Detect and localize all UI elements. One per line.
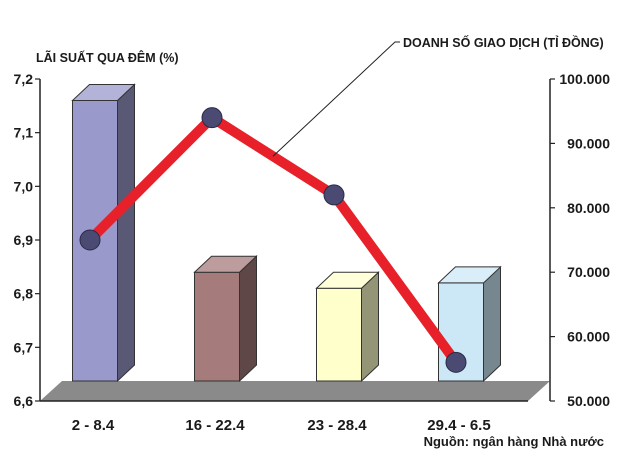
bar: [315, 271, 380, 383]
bar: [193, 255, 258, 383]
left-tick-label: 6,6: [14, 393, 34, 409]
right-tick-label: 90.000: [567, 135, 610, 151]
category-label: 2 - 8.4: [72, 417, 115, 434]
left-tick-label: 7,2: [14, 71, 34, 87]
right-tick-label: 60.000: [567, 329, 610, 345]
right-axis-title: DOANH SỐ GIAO DỊCH (TỈ ĐỒNG): [403, 35, 604, 50]
sales-point: [445, 351, 467, 373]
chart-floor: [40, 381, 550, 401]
left-tick-label: 7,1: [14, 125, 34, 141]
sales-line: [85, 112, 461, 368]
left-tick-label: 7,0: [14, 178, 34, 194]
left-axis-title: LÃI SUẤT QUA ĐÊM (%): [36, 50, 179, 65]
bar-top-face: [437, 266, 502, 284]
bar-top-face: [193, 255, 258, 273]
source-note: Nguồn: ngân hàng Nhà nước: [424, 434, 604, 449]
sales-point: [201, 107, 223, 129]
bar-side-face: [239, 255, 257, 383]
bar-top-face: [71, 83, 136, 101]
category-label: 16 - 22.4: [185, 417, 245, 434]
category-label: 29.4 - 6.5: [427, 417, 490, 434]
bar-side-face: [361, 271, 379, 383]
left-tick-label: 6,9: [14, 232, 34, 248]
right-tick-label: 70.000: [567, 264, 610, 280]
annotation-leader-line: [272, 41, 400, 157]
bar-side-face: [483, 265, 501, 383]
sales-point: [323, 184, 345, 206]
bar-side-face: [117, 83, 135, 383]
category-label: 23 - 28.4: [307, 417, 367, 434]
bar-front-face: [316, 287, 362, 382]
bar-top-face: [315, 271, 380, 289]
sales-point: [79, 229, 101, 251]
bar-front-face: [194, 271, 240, 382]
left-tick-label: 6,8: [14, 286, 34, 302]
left-tick-label: 6,7: [14, 339, 34, 355]
right-tick-label: 100.000: [559, 71, 610, 87]
right-tick-label: 50.000: [567, 393, 610, 409]
right-tick-label: 80.000: [567, 200, 610, 216]
